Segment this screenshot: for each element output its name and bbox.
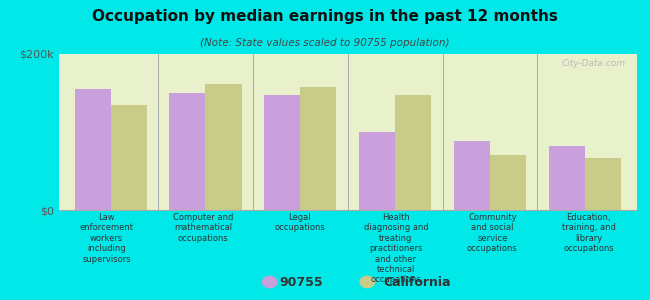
Bar [75,89,110,210]
Text: Occupation by median earnings in the past 12 months: Occupation by median earnings in the pas… [92,9,558,24]
Bar [395,94,431,210]
Text: City-Data.com: City-Data.com [562,59,625,68]
Bar [170,93,205,210]
Bar [549,146,585,210]
Bar [585,158,621,210]
Text: Health
diagnosing and
treating
practitioners
and other
technical
occupations: Health diagnosing and treating practitio… [363,213,428,284]
Bar [265,94,300,210]
Bar [454,141,490,210]
Bar [300,87,336,210]
Bar [205,84,242,210]
Text: (Note: State values scaled to 90755 population): (Note: State values scaled to 90755 popu… [200,38,450,47]
Text: California: California [384,275,451,289]
Bar [359,132,395,210]
Text: Community
and social
service
occupations: Community and social service occupations [467,213,518,253]
Text: Law
enforcement
workers
including
supervisors: Law enforcement workers including superv… [80,213,134,264]
Text: Legal
occupations: Legal occupations [274,213,325,233]
Bar [490,155,526,210]
Bar [111,105,147,210]
Text: Computer and
mathematical
occupations: Computer and mathematical occupations [173,213,233,243]
Text: 90755: 90755 [280,275,323,289]
Text: Education,
training, and
library
occupations: Education, training, and library occupat… [562,213,616,253]
